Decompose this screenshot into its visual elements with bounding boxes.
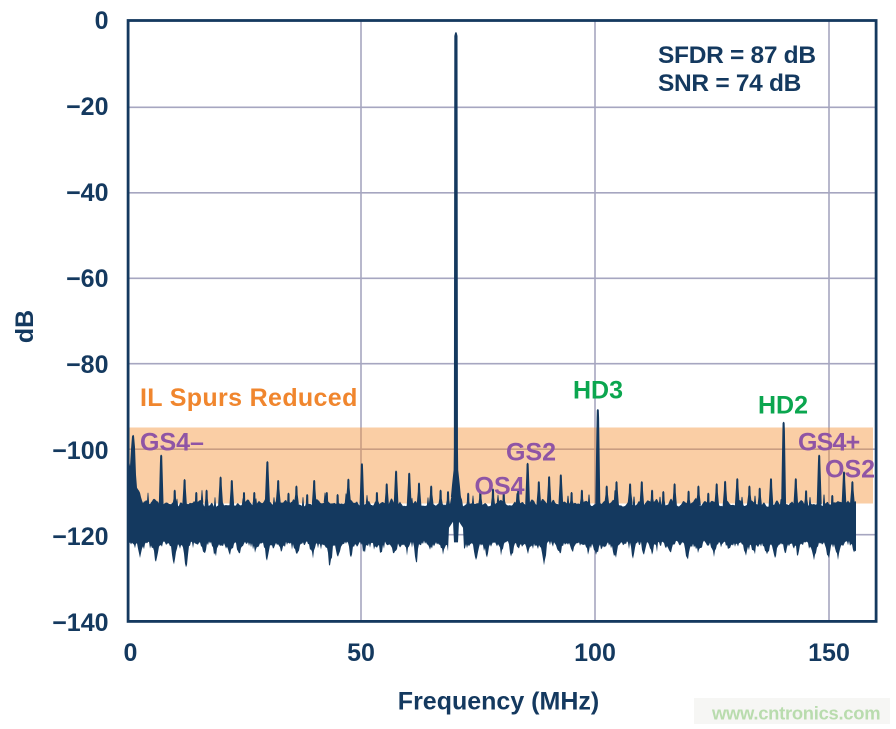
svg-text:SNR = 74 dB: SNR = 74 dB [658, 70, 801, 97]
svg-text:GS4–: GS4– [140, 429, 204, 457]
svg-text:SFDR = 87 dB: SFDR = 87 dB [658, 42, 816, 69]
svg-text:GS4+: GS4+ [798, 429, 860, 457]
svg-text:0: 0 [124, 639, 138, 667]
svg-text:−80: −80 [66, 351, 108, 379]
svg-text:−100: −100 [52, 437, 108, 465]
svg-text:0: 0 [95, 7, 109, 35]
svg-text:−60: −60 [66, 265, 108, 293]
svg-text:50: 50 [347, 639, 375, 667]
svg-text:IL Spurs Reduced: IL Spurs Reduced [140, 384, 358, 412]
svg-text:GS2: GS2 [506, 439, 556, 467]
svg-text:−120: −120 [52, 523, 108, 551]
svg-text:OS2: OS2 [825, 456, 875, 484]
svg-text:Frequency (MHz): Frequency (MHz) [398, 687, 599, 715]
svg-text:−140: −140 [52, 609, 108, 637]
svg-text:100: 100 [574, 639, 616, 667]
svg-text:HD2: HD2 [758, 392, 808, 420]
svg-text:150: 150 [808, 639, 850, 667]
svg-text:−20: −20 [66, 93, 108, 121]
svg-text:dB: dB [11, 310, 39, 343]
svg-text:HD3: HD3 [573, 377, 623, 405]
svg-text:www.cntronics.com: www.cntronics.com [711, 703, 880, 724]
svg-text:OS4: OS4 [475, 473, 525, 501]
svg-text:−40: −40 [66, 179, 108, 207]
